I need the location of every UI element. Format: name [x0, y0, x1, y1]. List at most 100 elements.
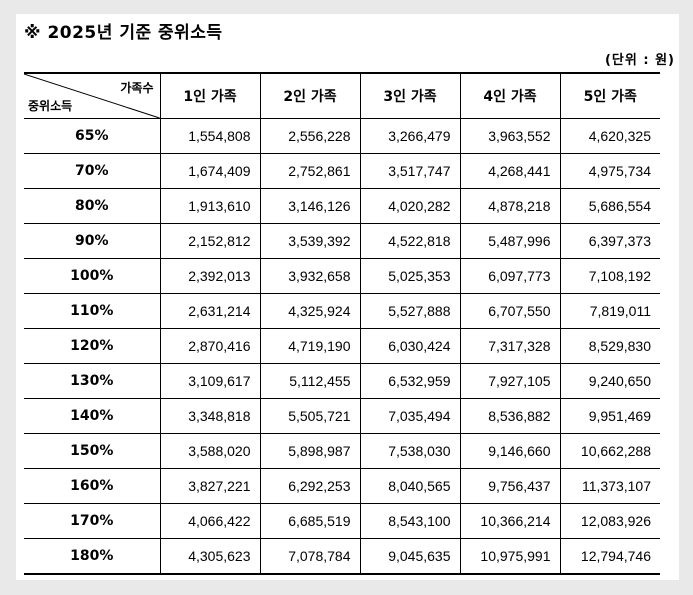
table-cell: 4,020,282 — [359, 188, 461, 224]
table-cell: 10,366,214 — [459, 503, 561, 539]
table-cell: 5,487,996 — [459, 223, 561, 259]
document-title: ※ 2025년 기준 중위소득 — [24, 23, 223, 43]
table-cell: 8,536,882 — [459, 398, 561, 434]
table-cell: 7,078,784 — [259, 538, 361, 575]
table-row: 65% 1,554,808 2,556,228 3,266,479 3,963,552 4… — [24, 118, 660, 154]
table-cell: 12,083,926 — [559, 503, 660, 539]
table-cell: 5,025,353 — [359, 258, 461, 294]
table-cell: 5,505,721 — [259, 398, 361, 434]
row-label: 100% — [24, 258, 161, 294]
table-cell: 8,543,100 — [359, 503, 461, 539]
table-cell: 6,097,773 — [459, 258, 561, 294]
table-cell: 4,305,623 — [159, 538, 261, 575]
table-cell: 3,266,479 — [359, 118, 461, 154]
column-header: 2인 가족 — [259, 72, 361, 119]
table-cell: 3,517,747 — [359, 153, 461, 189]
table-cell: 6,685,519 — [259, 503, 361, 539]
table-row: 130% 3,109,617 5,112,455 6,532,959 7,927,105… — [24, 363, 660, 399]
table-cell: 4,268,441 — [459, 153, 561, 189]
table-cell: 2,392,013 — [159, 258, 261, 294]
corner-header-cell: 가족수 중위소득 — [24, 72, 161, 119]
column-header: 1인 가족 — [159, 72, 261, 119]
table-cell: 4,066,422 — [159, 503, 261, 539]
table-cell: 7,317,328 — [459, 328, 561, 364]
table-cell: 2,870,416 — [159, 328, 261, 364]
diagonal-divider — [24, 74, 160, 118]
table-header-row: 가족수 중위소득 1인 가족 2인 가족 3인 가족 4인 가족 5인 가족 — [24, 72, 660, 119]
table-cell: 3,348,818 — [159, 398, 261, 434]
table-body: 65% 1,554,808 2,556,228 3,266,479 3,963,552 4… — [24, 118, 660, 575]
row-label: 80% — [24, 188, 161, 224]
table-cell: 2,631,214 — [159, 293, 261, 329]
table-cell: 3,963,552 — [459, 118, 561, 154]
table-cell: 1,674,409 — [159, 153, 261, 189]
row-label: 130% — [24, 363, 161, 399]
row-label: 140% — [24, 398, 161, 434]
table-cell: 7,538,030 — [359, 433, 461, 469]
table-cell: 9,045,635 — [359, 538, 461, 575]
table-row: 150% 3,588,020 5,898,987 7,538,030 9,146,660… — [24, 433, 660, 469]
row-label: 160% — [24, 468, 161, 504]
table-row: 90% 2,152,812 3,539,392 4,522,818 5,487,996 6… — [24, 223, 660, 259]
row-label: 65% — [24, 118, 161, 154]
corner-bottom-label: 중위소득 — [28, 99, 73, 113]
table-cell: 9,240,650 — [559, 363, 660, 399]
table-cell: 10,662,288 — [559, 433, 660, 469]
corner-top-label: 가족수 — [120, 81, 154, 95]
table-cell: 12,794,746 — [559, 538, 660, 575]
table-cell: 4,620,325 — [559, 118, 660, 154]
table-cell: 3,827,221 — [159, 468, 261, 504]
table-cell: 7,819,011 — [559, 293, 660, 329]
table-cell: 5,112,455 — [259, 363, 361, 399]
table-cell: 6,707,550 — [459, 293, 561, 329]
column-header: 5인 가족 — [559, 72, 660, 119]
table-cell: 11,373,107 — [559, 468, 660, 504]
row-label: 180% — [24, 538, 161, 575]
table-cell: 7,035,494 — [359, 398, 461, 434]
table-cell: 5,527,888 — [359, 293, 461, 329]
table-cell: 6,532,959 — [359, 363, 461, 399]
table-cell: 6,397,373 — [559, 223, 660, 259]
table-row: 140% 3,348,818 5,505,721 7,035,494 8,536,882… — [24, 398, 660, 434]
table-cell: 8,040,565 — [359, 468, 461, 504]
table-cell: 4,522,818 — [359, 223, 461, 259]
table-cell: 3,109,617 — [159, 363, 261, 399]
table-cell: 4,975,734 — [559, 153, 660, 189]
table-cell: 4,719,190 — [259, 328, 361, 364]
table-cell: 5,898,987 — [259, 433, 361, 469]
column-header: 3인 가족 — [359, 72, 461, 119]
table-row: 80% 1,913,610 3,146,126 4,020,282 4,878,218 5… — [24, 188, 660, 224]
table-cell: 3,588,020 — [159, 433, 261, 469]
table-cell: 9,756,437 — [459, 468, 561, 504]
table-cell: 4,878,218 — [459, 188, 561, 224]
table-row: 160% 3,827,221 6,292,253 8,040,565 9,756,437… — [24, 468, 660, 504]
table-cell: 3,539,392 — [259, 223, 361, 259]
table-cell: 3,932,658 — [259, 258, 361, 294]
table-cell: 9,951,469 — [559, 398, 660, 434]
table-row: 170% 4,066,422 6,685,519 8,543,100 10,366,21… — [24, 503, 660, 539]
table-cell: 6,292,253 — [259, 468, 361, 504]
table-cell: 3,146,126 — [259, 188, 361, 224]
column-header: 4인 가족 — [459, 72, 561, 119]
table-cell: 1,913,610 — [159, 188, 261, 224]
table-row: 100% 2,392,013 3,932,658 5,025,353 6,097,773… — [24, 258, 660, 294]
row-label: 120% — [24, 328, 161, 364]
table-cell: 4,325,924 — [259, 293, 361, 329]
row-label: 70% — [24, 153, 161, 189]
table-cell: 7,927,105 — [459, 363, 561, 399]
unit-label: (단위 : 원) — [604, 53, 675, 68]
table-cell: 2,752,861 — [259, 153, 361, 189]
table-cell: 9,146,660 — [459, 433, 561, 469]
table-cell: 7,108,192 — [559, 258, 660, 294]
table-cell: 5,686,554 — [559, 188, 660, 224]
median-income-table: 가족수 중위소득 1인 가족 2인 가족 3인 가족 4인 가족 5인 가족 6… — [24, 72, 660, 575]
table-cell: 10,975,991 — [459, 538, 561, 575]
table-cell: 1,554,808 — [159, 118, 261, 154]
table-row: 110% 2,631,214 4,325,924 5,527,888 6,707,550… — [24, 293, 660, 329]
table-cell: 2,556,228 — [259, 118, 361, 154]
table-row: 120% 2,870,416 4,719,190 6,030,424 7,317,328… — [24, 328, 660, 364]
row-label: 90% — [24, 223, 161, 259]
table-cell: 2,152,812 — [159, 223, 261, 259]
document-page: ※ 2025년 기준 중위소득 (단위 : 원) 가족수 중위소득 1인 가족 … — [16, 14, 679, 580]
table-cell: 8,529,830 — [559, 328, 660, 364]
